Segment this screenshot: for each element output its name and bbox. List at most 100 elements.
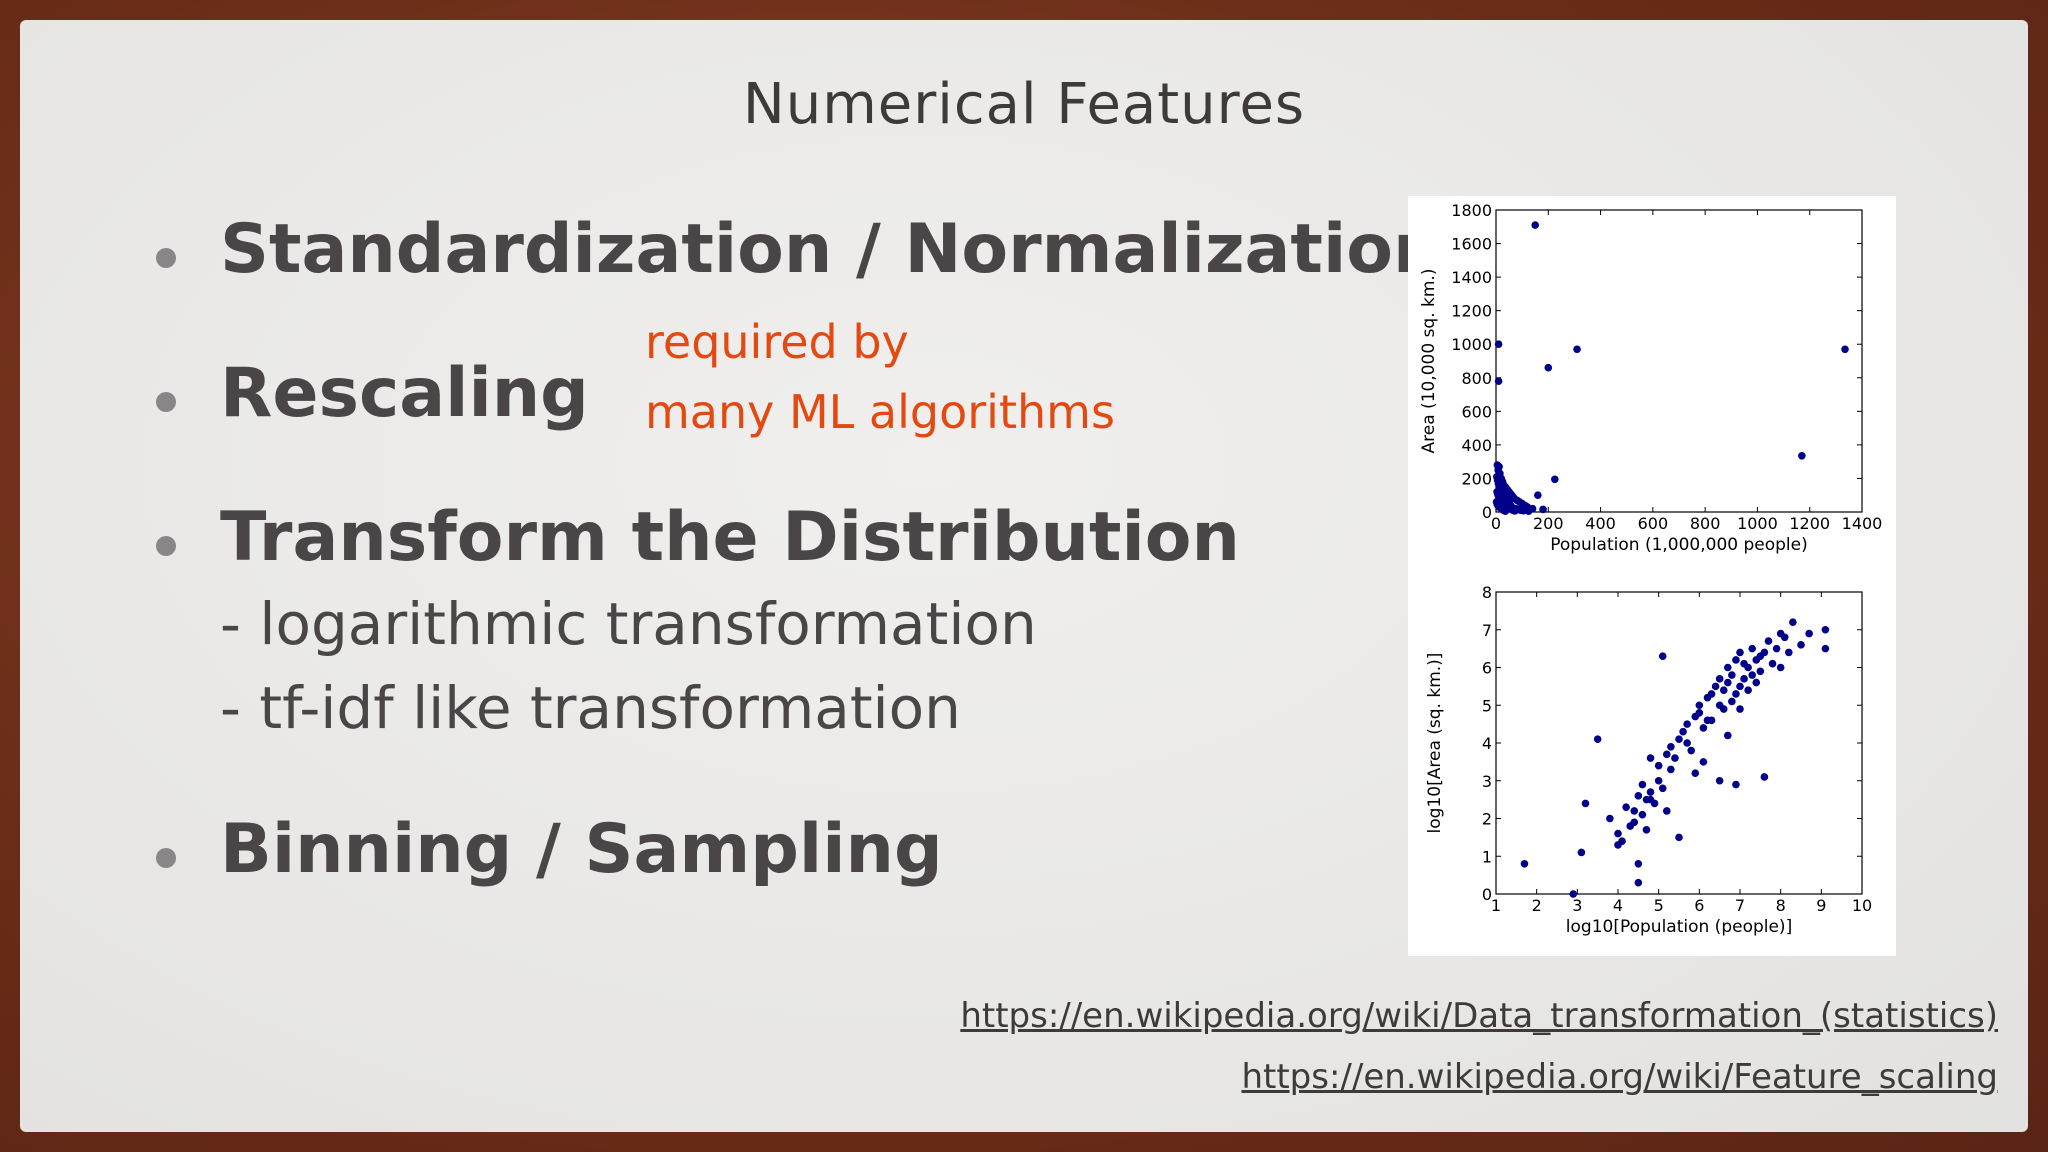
plot-frame	[1495, 209, 1863, 513]
x-tick-label: 9	[1816, 896, 1826, 915]
x-tick-label: 3	[1572, 896, 1582, 915]
y-tick-label: 1000	[1451, 335, 1492, 354]
data-point	[1756, 667, 1765, 676]
bullet-text: Rescaling	[220, 354, 589, 433]
data-point	[1663, 807, 1671, 815]
y-tick-label: 5	[1482, 696, 1492, 715]
data-point	[1715, 675, 1724, 683]
slide-title: Numerical Features	[742, 72, 1306, 137]
y-tick-label: 400	[1461, 436, 1492, 455]
data-point	[1667, 765, 1675, 774]
y-tick-label: 8	[1482, 583, 1492, 602]
x-tick-label: 1	[1491, 896, 1501, 915]
y-tick-label: 3	[1482, 772, 1492, 791]
data-point	[1646, 795, 1655, 804]
data-point	[1821, 644, 1830, 653]
y-tick-label: 6	[1482, 659, 1492, 678]
data-point	[1695, 701, 1704, 710]
data-point	[1494, 340, 1503, 349]
y-tick-label: 1400	[1451, 268, 1492, 287]
x-tick-label: 0	[1491, 514, 1501, 533]
data-point	[1805, 629, 1813, 638]
data-point	[1764, 637, 1773, 645]
data-point	[1732, 690, 1740, 698]
data-point	[1679, 727, 1687, 736]
link-feature-scaling[interactable]: https://en.wikipedia.org/wiki/Feature_sc…	[1241, 1057, 1998, 1097]
data-point	[1511, 507, 1519, 515]
data-point	[1719, 686, 1728, 694]
data-point	[1736, 648, 1744, 657]
data-point	[1732, 780, 1740, 789]
y-axis-label: log10[Area (sq. km.)]	[1425, 653, 1445, 834]
x-tick-label: 5	[1654, 896, 1664, 915]
data-point	[1695, 709, 1704, 717]
data-point	[1577, 848, 1586, 857]
x-tick-label: 400	[1585, 514, 1616, 533]
data-point	[1569, 890, 1578, 898]
y-tick-label: 1	[1482, 847, 1492, 866]
y-tick-label: 1200	[1451, 302, 1492, 321]
x-tick-label: 8	[1776, 896, 1786, 915]
data-point	[1789, 618, 1797, 626]
data-point	[1772, 644, 1781, 653]
data-point	[1581, 799, 1590, 808]
data-point	[1724, 731, 1732, 740]
data-point	[1658, 784, 1667, 793]
y-tick-label: 7	[1482, 621, 1492, 640]
data-point	[1501, 507, 1510, 515]
data-point	[1634, 860, 1643, 868]
data-point	[1614, 841, 1622, 849]
data-point	[1744, 686, 1752, 694]
data-point	[1776, 629, 1785, 638]
x-tick-label: 1000	[1737, 514, 1778, 533]
data-point	[1744, 663, 1752, 672]
data-point	[1707, 690, 1716, 698]
data-point	[1821, 625, 1830, 634]
x-tick-label: 10	[1852, 896, 1872, 915]
data-point	[1630, 818, 1639, 827]
data-point	[1622, 803, 1630, 811]
note-line-2: many ML algorithms	[645, 385, 1115, 439]
data-point	[1646, 754, 1655, 762]
data-point	[1797, 641, 1805, 649]
x-tick-label: 7	[1735, 896, 1745, 915]
bullet-text: Binning / Sampling	[220, 810, 943, 889]
data-point	[1724, 663, 1732, 672]
x-axis-label: log10[Population (people)]	[1566, 917, 1792, 937]
y-tick-label: 600	[1461, 402, 1492, 421]
data-point	[1748, 644, 1756, 653]
charts-svg: 0 200 400 600 800 1000 1200 1400020040060080010…	[1419, 201, 1882, 937]
bullet-dot-icon	[156, 848, 176, 868]
data-point	[1724, 678, 1732, 687]
data-point	[1606, 814, 1614, 823]
data-point	[1683, 720, 1691, 728]
data-point	[1760, 773, 1769, 781]
data-point	[1614, 829, 1622, 838]
data-point	[1768, 659, 1777, 668]
data-point	[1732, 656, 1740, 664]
link-data-transformation[interactable]: https://en.wikipedia.org/wiki/Data_trans…	[960, 996, 1998, 1036]
data-point	[1728, 671, 1736, 679]
bullet-dot-icon	[156, 536, 176, 556]
data-point	[1654, 776, 1663, 785]
data-point	[1798, 451, 1806, 460]
data-point	[1760, 648, 1769, 657]
data-point	[1658, 652, 1667, 660]
bullet-text: Standardization / Normalization	[220, 210, 1442, 289]
x-tick-label: 200	[1533, 514, 1564, 533]
data-point	[1687, 746, 1695, 755]
x-tick-label: 4	[1613, 896, 1623, 915]
bullet-dot-icon	[156, 248, 176, 268]
y-tick-label: 4	[1482, 734, 1492, 753]
data-point	[1671, 754, 1679, 762]
data-point	[1646, 788, 1655, 796]
data-point	[1728, 697, 1736, 706]
data-point	[1634, 792, 1643, 800]
data-point	[1736, 682, 1744, 691]
data-point	[1711, 682, 1720, 691]
sub-item-tfidf: - tf-idf like transformation	[220, 674, 961, 742]
y-tick-label: 1600	[1451, 235, 1492, 254]
data-point	[1531, 221, 1540, 229]
y-tick-label: 1800	[1451, 201, 1492, 220]
data-point	[1520, 860, 1529, 868]
